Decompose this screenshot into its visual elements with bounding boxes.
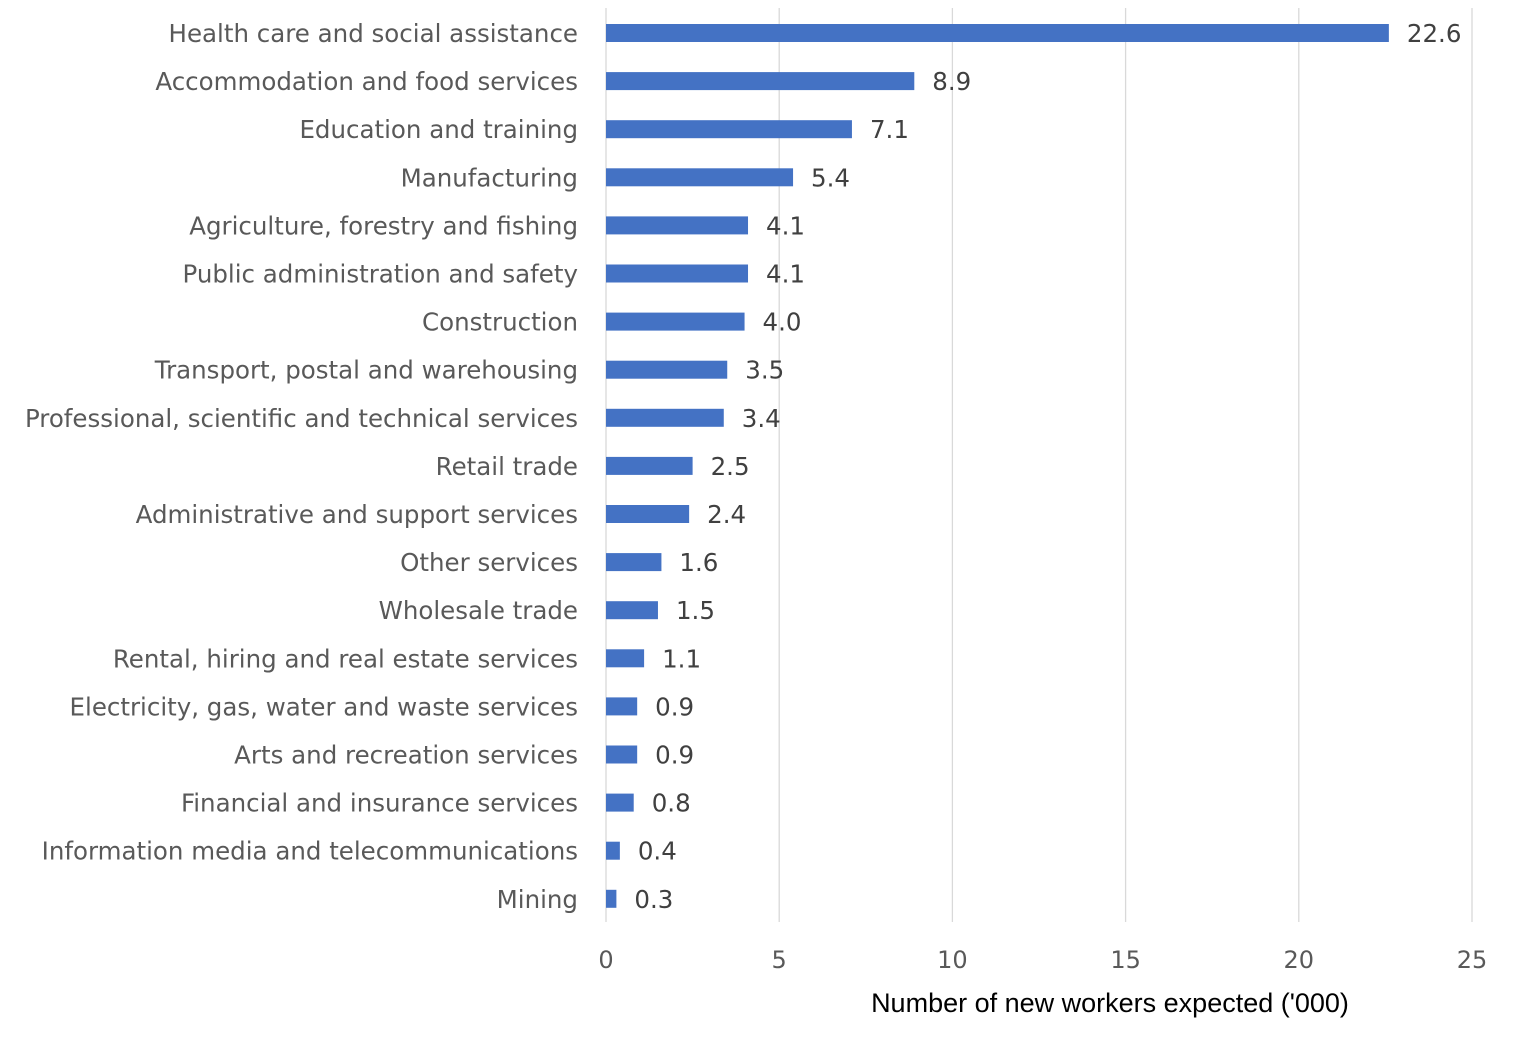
data-label: 2.4 xyxy=(707,500,746,529)
x-axis-title: Number of new workers expected ('000) xyxy=(871,988,1349,1018)
data-label: 2.5 xyxy=(711,452,750,481)
category-label: Electricity, gas, water and waste servic… xyxy=(70,692,578,721)
category-labels: Health care and social assistance Accommo… xyxy=(25,19,578,914)
bar xyxy=(606,216,749,235)
category-label: Professional, scientific and technical s… xyxy=(25,404,578,433)
data-label: 1.6 xyxy=(679,548,718,577)
x-tick-labels: 0 5 10 15 20 25 xyxy=(598,946,1487,974)
bar xyxy=(606,889,617,908)
category-label: Construction xyxy=(422,308,578,337)
data-label: 5.4 xyxy=(811,163,850,192)
bar xyxy=(606,505,690,523)
data-label: 3.4 xyxy=(742,404,781,433)
category-label: Transport, postal and warehousing xyxy=(154,356,578,385)
bar xyxy=(606,793,634,812)
bar xyxy=(606,841,620,860)
category-label: Manufacturing xyxy=(401,163,578,192)
bar xyxy=(606,601,658,620)
category-label: Arts and recreation services xyxy=(234,741,578,770)
data-label: 4.0 xyxy=(763,308,802,337)
bar xyxy=(606,553,662,572)
bar xyxy=(606,408,724,427)
data-label: 0.4 xyxy=(638,837,677,866)
category-label: Mining xyxy=(497,885,578,914)
category-label: Education and training xyxy=(299,115,578,144)
data-label: 3.5 xyxy=(745,356,784,385)
data-label: 1.5 xyxy=(676,596,715,625)
data-label: 1.1 xyxy=(662,644,701,673)
bar xyxy=(606,697,638,716)
category-label: Agriculture, forestry and fishing xyxy=(189,211,578,240)
bar xyxy=(606,264,749,283)
bar xyxy=(606,120,852,139)
data-label: 0.8 xyxy=(652,789,691,818)
bar xyxy=(606,72,915,91)
x-tick-label: 10 xyxy=(937,946,968,974)
data-label: 4.1 xyxy=(766,211,805,240)
bar xyxy=(606,24,1389,42)
bar xyxy=(606,649,645,668)
category-label: Administrative and support services xyxy=(136,500,578,529)
category-label: Retail trade xyxy=(436,452,578,481)
data-label: 8.9 xyxy=(932,67,971,96)
bar xyxy=(606,360,728,379)
x-tick-label: 20 xyxy=(1284,946,1315,974)
bars xyxy=(606,24,1389,908)
bar xyxy=(606,168,794,187)
x-tick-label: 0 xyxy=(598,946,613,974)
category-label: Financial and insurance services xyxy=(181,789,578,818)
bar xyxy=(606,456,693,475)
bar xyxy=(606,312,745,331)
x-tick-label: 5 xyxy=(772,946,787,974)
data-labels: 22.68.97.15.44.14.14.03.53.42.52.41.61.5… xyxy=(634,19,1461,914)
x-tick-label: 25 xyxy=(1457,946,1488,974)
gridlines xyxy=(605,8,1473,922)
data-label: 7.1 xyxy=(870,115,909,144)
data-label: 22.6 xyxy=(1407,19,1462,48)
data-label: 0.9 xyxy=(655,741,694,770)
bar xyxy=(606,745,638,764)
data-label: 4.1 xyxy=(766,260,805,289)
data-label: 0.3 xyxy=(634,885,673,914)
category-label: Accommodation and food services xyxy=(155,67,578,96)
category-label: Information media and telecommunications xyxy=(42,837,578,866)
category-label: Wholesale trade xyxy=(379,596,578,625)
data-label: 0.9 xyxy=(655,692,694,721)
category-label: Health care and social assistance xyxy=(169,19,578,48)
category-label: Other services xyxy=(400,548,578,577)
category-label: Rental, hiring and real estate services xyxy=(113,644,578,673)
category-label: Public administration and safety xyxy=(182,260,578,289)
x-tick-label: 15 xyxy=(1110,946,1141,974)
